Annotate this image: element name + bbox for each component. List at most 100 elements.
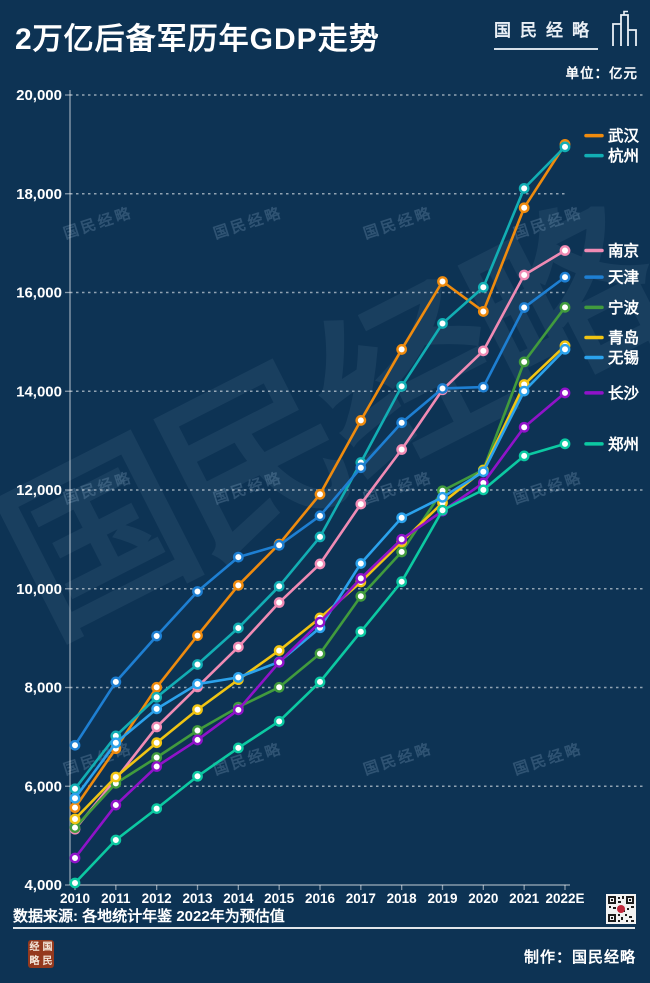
- data-point: [396, 576, 408, 588]
- data-point: [69, 822, 81, 833]
- data-point: [437, 491, 448, 503]
- x-axis-label: 2014: [223, 891, 254, 906]
- data-point: [69, 739, 81, 751]
- x-axis-label: 2013: [182, 891, 213, 906]
- y-axis-label: 4,000: [24, 877, 62, 894]
- data-point: [518, 302, 530, 313]
- data-point: [110, 771, 122, 783]
- data-point: [559, 245, 571, 256]
- data-point: [477, 466, 489, 478]
- series-line-0: [73, 143, 567, 809]
- data-point: [232, 641, 244, 653]
- source-note: 数据来源: 各地统计年鉴 2022年为预估值: [13, 908, 285, 925]
- legend-label: 南京: [608, 241, 639, 260]
- data-point: [355, 572, 367, 584]
- y-axis-label: 18,000: [16, 186, 62, 203]
- unit-label: 单位：亿元: [565, 66, 638, 81]
- x-axis-label: 2022E: [545, 891, 584, 906]
- y-axis-label: 10,000: [16, 581, 62, 598]
- data-point: [69, 852, 81, 864]
- data-point: [69, 792, 81, 804]
- legend-label: 长沙: [608, 383, 640, 402]
- data-point: [110, 834, 122, 846]
- seal-char: 民: [42, 955, 53, 967]
- data-point: [314, 676, 326, 688]
- data-point: [355, 590, 367, 602]
- data-point: [355, 498, 367, 510]
- data-point: [192, 770, 203, 782]
- data-point: [477, 281, 489, 293]
- data-point: [396, 417, 408, 429]
- data-point: [314, 558, 326, 570]
- data-point: [396, 344, 408, 355]
- data-point: [437, 318, 448, 329]
- data-point: [314, 648, 326, 660]
- data-point: [151, 630, 163, 642]
- data-point: [518, 356, 530, 368]
- legend-label: 郑州: [608, 434, 639, 453]
- x-axis-label: 2020: [468, 891, 498, 906]
- data-point: [232, 579, 244, 591]
- data-point: [192, 659, 203, 670]
- data-point: [232, 742, 244, 754]
- data-point: [110, 799, 122, 811]
- x-axis-label: 2015: [264, 891, 295, 906]
- y-axis-label: 14,000: [16, 383, 62, 400]
- data-point: [396, 444, 408, 455]
- data-point: [151, 761, 163, 772]
- data-point: [273, 645, 285, 656]
- data-point: [110, 737, 122, 749]
- y-axis-label: 20,000: [16, 87, 62, 104]
- data-point: [314, 531, 326, 543]
- data-point: [273, 539, 285, 551]
- data-point: [232, 704, 244, 716]
- data-point: [559, 438, 571, 450]
- x-axis-label: 2010: [60, 891, 90, 906]
- data-point: [273, 580, 285, 592]
- data-point: [314, 488, 326, 500]
- data-point: [192, 630, 203, 642]
- data-point: [396, 512, 408, 524]
- data-point: [151, 737, 163, 749]
- data-point: [477, 381, 489, 393]
- data-point: [518, 182, 530, 194]
- data-point: [437, 504, 448, 516]
- legend-label: 天津: [608, 269, 640, 287]
- data-point: [192, 704, 203, 716]
- data-point: [232, 671, 244, 683]
- data-point: [192, 725, 203, 736]
- legend-label: 青岛: [608, 328, 639, 347]
- data-point: [273, 715, 285, 727]
- seal-char: 经: [29, 941, 40, 953]
- y-axis-label: 12,000: [16, 482, 62, 499]
- data-point: [355, 414, 367, 426]
- x-axis-label: 2021: [509, 891, 540, 906]
- data-point: [518, 269, 530, 281]
- y-axis-label: 8,000: [24, 680, 62, 697]
- qr-code: [606, 894, 636, 924]
- page-title: 2万亿后备军历年GDP走势: [15, 23, 380, 56]
- data-point: [314, 616, 326, 628]
- data-point: [314, 510, 326, 522]
- data-point: [396, 533, 408, 545]
- data-point: [69, 783, 81, 795]
- data-point: [477, 484, 489, 496]
- y-axis-label: 16,000: [16, 285, 62, 302]
- data-point: [355, 462, 367, 474]
- data-point: [192, 734, 203, 746]
- legend-label: 宁波: [608, 298, 640, 317]
- x-axis-label: 2018: [387, 891, 418, 906]
- data-point: [69, 802, 81, 814]
- data-point: [151, 681, 163, 693]
- data-point: [232, 622, 244, 634]
- data-point: [110, 676, 122, 688]
- data-point: [273, 597, 285, 608]
- x-axis-label: 2017: [346, 891, 376, 906]
- legend-label: 武汉: [608, 126, 640, 145]
- data-point: [518, 385, 530, 397]
- data-point: [151, 721, 163, 733]
- data-point: [192, 678, 203, 690]
- seal-char: 略: [29, 955, 40, 967]
